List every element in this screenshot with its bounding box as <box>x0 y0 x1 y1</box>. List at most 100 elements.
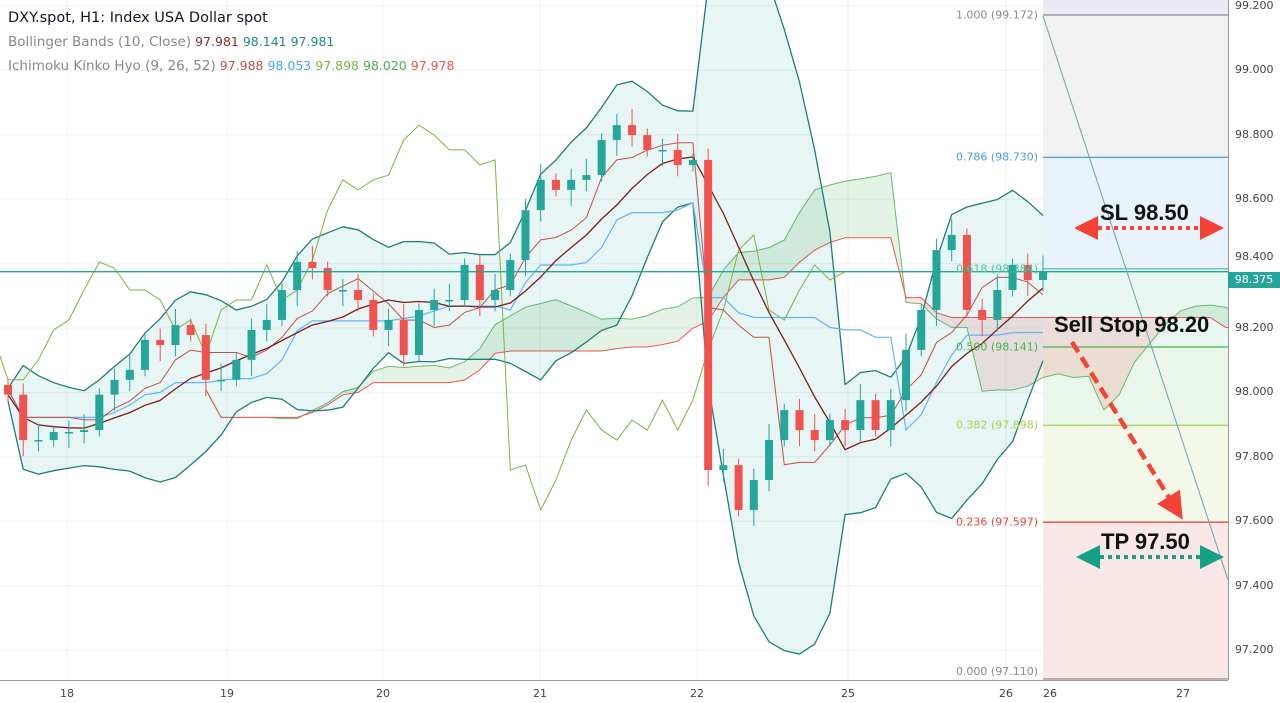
price-axis[interactable]: 99.200 99.000 98.800 98.600 98.400 98.200 98.0… <box>1228 0 1280 680</box>
candle-body <box>491 290 500 300</box>
bollinger-value: 97.981 <box>290 34 335 49</box>
ichimoku-cloud <box>829 181 846 243</box>
candle-body <box>902 349 911 401</box>
trend-line <box>1042 15 1228 581</box>
fib-zone <box>1043 346 1228 426</box>
price-chart[interactable] <box>0 0 1228 680</box>
candle-body <box>217 379 226 382</box>
ichimoku-cloud <box>495 315 511 354</box>
ichimoku-cloud <box>875 172 891 238</box>
ichimoku-legend[interactable]: Ichimoku Kinko Hyo (9, 26, 52) 97.988 98.0… <box>8 54 455 78</box>
ichimoku-cloud <box>662 306 678 345</box>
senkou-span-a <box>205 172 1228 420</box>
candle-body <box>841 420 850 431</box>
candle-body <box>825 420 834 441</box>
candle-body <box>1008 264 1017 291</box>
current-price-tag: 98.375 <box>1228 272 1280 288</box>
candle-body <box>277 290 286 320</box>
time-tick-label: 22 <box>690 687 704 700</box>
bollinger-value: 97.981 <box>195 34 239 49</box>
price-tick-label: 97.800 <box>1235 449 1274 463</box>
price-tick-label: 98.400 <box>1235 250 1274 263</box>
candle-body <box>430 299 439 310</box>
ichimoku-cloud <box>449 361 465 383</box>
candle-body <box>308 261 317 269</box>
candle-body <box>369 299 378 330</box>
candle-body <box>156 339 165 346</box>
candle-body <box>582 175 591 180</box>
candle-body <box>384 319 393 330</box>
ichimoku-value: 97.988 <box>219 58 264 73</box>
candle-body <box>688 159 697 166</box>
ichimoku-cloud <box>434 365 450 383</box>
ichimoku-cloud <box>1164 311 1180 326</box>
ichimoku-label: Ichimoku Kinko Hyo (9, 26, 52) <box>8 58 216 74</box>
time-tick-label: 21 <box>533 687 547 700</box>
candle-body <box>947 234 956 251</box>
ichimoku-cloud <box>1195 305 1211 318</box>
candle-body <box>19 394 28 441</box>
candle-body <box>1039 271 1047 281</box>
candle-body <box>125 369 134 380</box>
ichimoku-cloud <box>814 185 830 251</box>
price-tick-label: 97.400 <box>1235 578 1274 592</box>
candle-body <box>932 250 941 310</box>
candle-body <box>643 135 652 150</box>
ichimoku-cloud <box>1088 317 1104 410</box>
ichimoku-cloud <box>1103 317 1120 410</box>
candle-body <box>612 125 621 140</box>
candle-body <box>323 268 332 291</box>
bollinger-legend[interactable]: Bollinger Bands (10, Close) 97.981 98.141 9… <box>8 30 455 54</box>
ichimoku-cloud <box>860 176 876 238</box>
candle-body <box>1023 264 1032 281</box>
candle-body <box>64 432 73 434</box>
ichimoku-value: 97.898 <box>315 58 360 73</box>
candle-body <box>886 400 895 431</box>
ichimoku-cloud <box>388 366 404 383</box>
symbol-title: DXY.spot, H1: Index USA Dollar spot <box>8 10 268 26</box>
candle-body <box>140 339 149 370</box>
bollinger-label: Bollinger Bands (10, Close) <box>8 34 192 50</box>
candle-body <box>80 430 89 433</box>
price-tick-label: 98.000 <box>1235 385 1274 399</box>
candle-body <box>34 440 43 442</box>
ichimoku-cloud <box>784 212 800 278</box>
fib-level-label: 0.786 (98.730) <box>955 150 1038 164</box>
ichimoku-cloud <box>1180 306 1196 318</box>
fib-zone-above <box>1043 0 1228 16</box>
price-tick-label: 98.800 <box>1235 127 1274 141</box>
candle-body <box>445 299 454 302</box>
time-tick-label: 25 <box>841 687 855 700</box>
chart-legend: DXY.spot, H1: Index USA Dollar spot Boll… <box>8 6 455 78</box>
time-tick-label: 27 <box>1176 687 1190 700</box>
ichimoku-value: 97.978 <box>410 58 455 73</box>
candle-body <box>293 261 302 291</box>
candle-body <box>4 384 12 395</box>
candle-body <box>95 394 104 431</box>
candle-body <box>567 179 576 190</box>
candle-body <box>414 309 423 356</box>
candle-body <box>673 149 682 166</box>
candle-body <box>978 309 987 320</box>
price-tick-label: 97.600 <box>1235 514 1274 528</box>
time-axis[interactable]: 18 19 20 21 22 25 26 26 27 <box>0 680 1228 703</box>
candle-body <box>354 290 363 300</box>
ichimoku-cloud <box>525 303 541 351</box>
ichimoku-cloud <box>1043 317 1059 378</box>
candle-body <box>460 264 469 300</box>
ichimoku-cloud <box>769 240 785 280</box>
ichimoku-value: 98.020 <box>363 58 407 73</box>
candle-body <box>628 125 637 136</box>
ichimoku-cloud <box>1225 307 1228 328</box>
price-tick-label: 97.200 <box>1235 643 1274 656</box>
candle-body <box>871 400 880 431</box>
ichimoku-cloud <box>1119 317 1135 395</box>
candle-body <box>506 260 515 291</box>
time-tick-label: 20 <box>376 687 390 700</box>
ichimoku-cloud <box>403 366 419 383</box>
candle-body <box>719 465 728 471</box>
chikou-span <box>0 124 846 512</box>
candle-body <box>338 290 347 292</box>
candle-body <box>597 139 606 176</box>
stop-loss-label: SL 98.50 <box>1100 200 1189 225</box>
